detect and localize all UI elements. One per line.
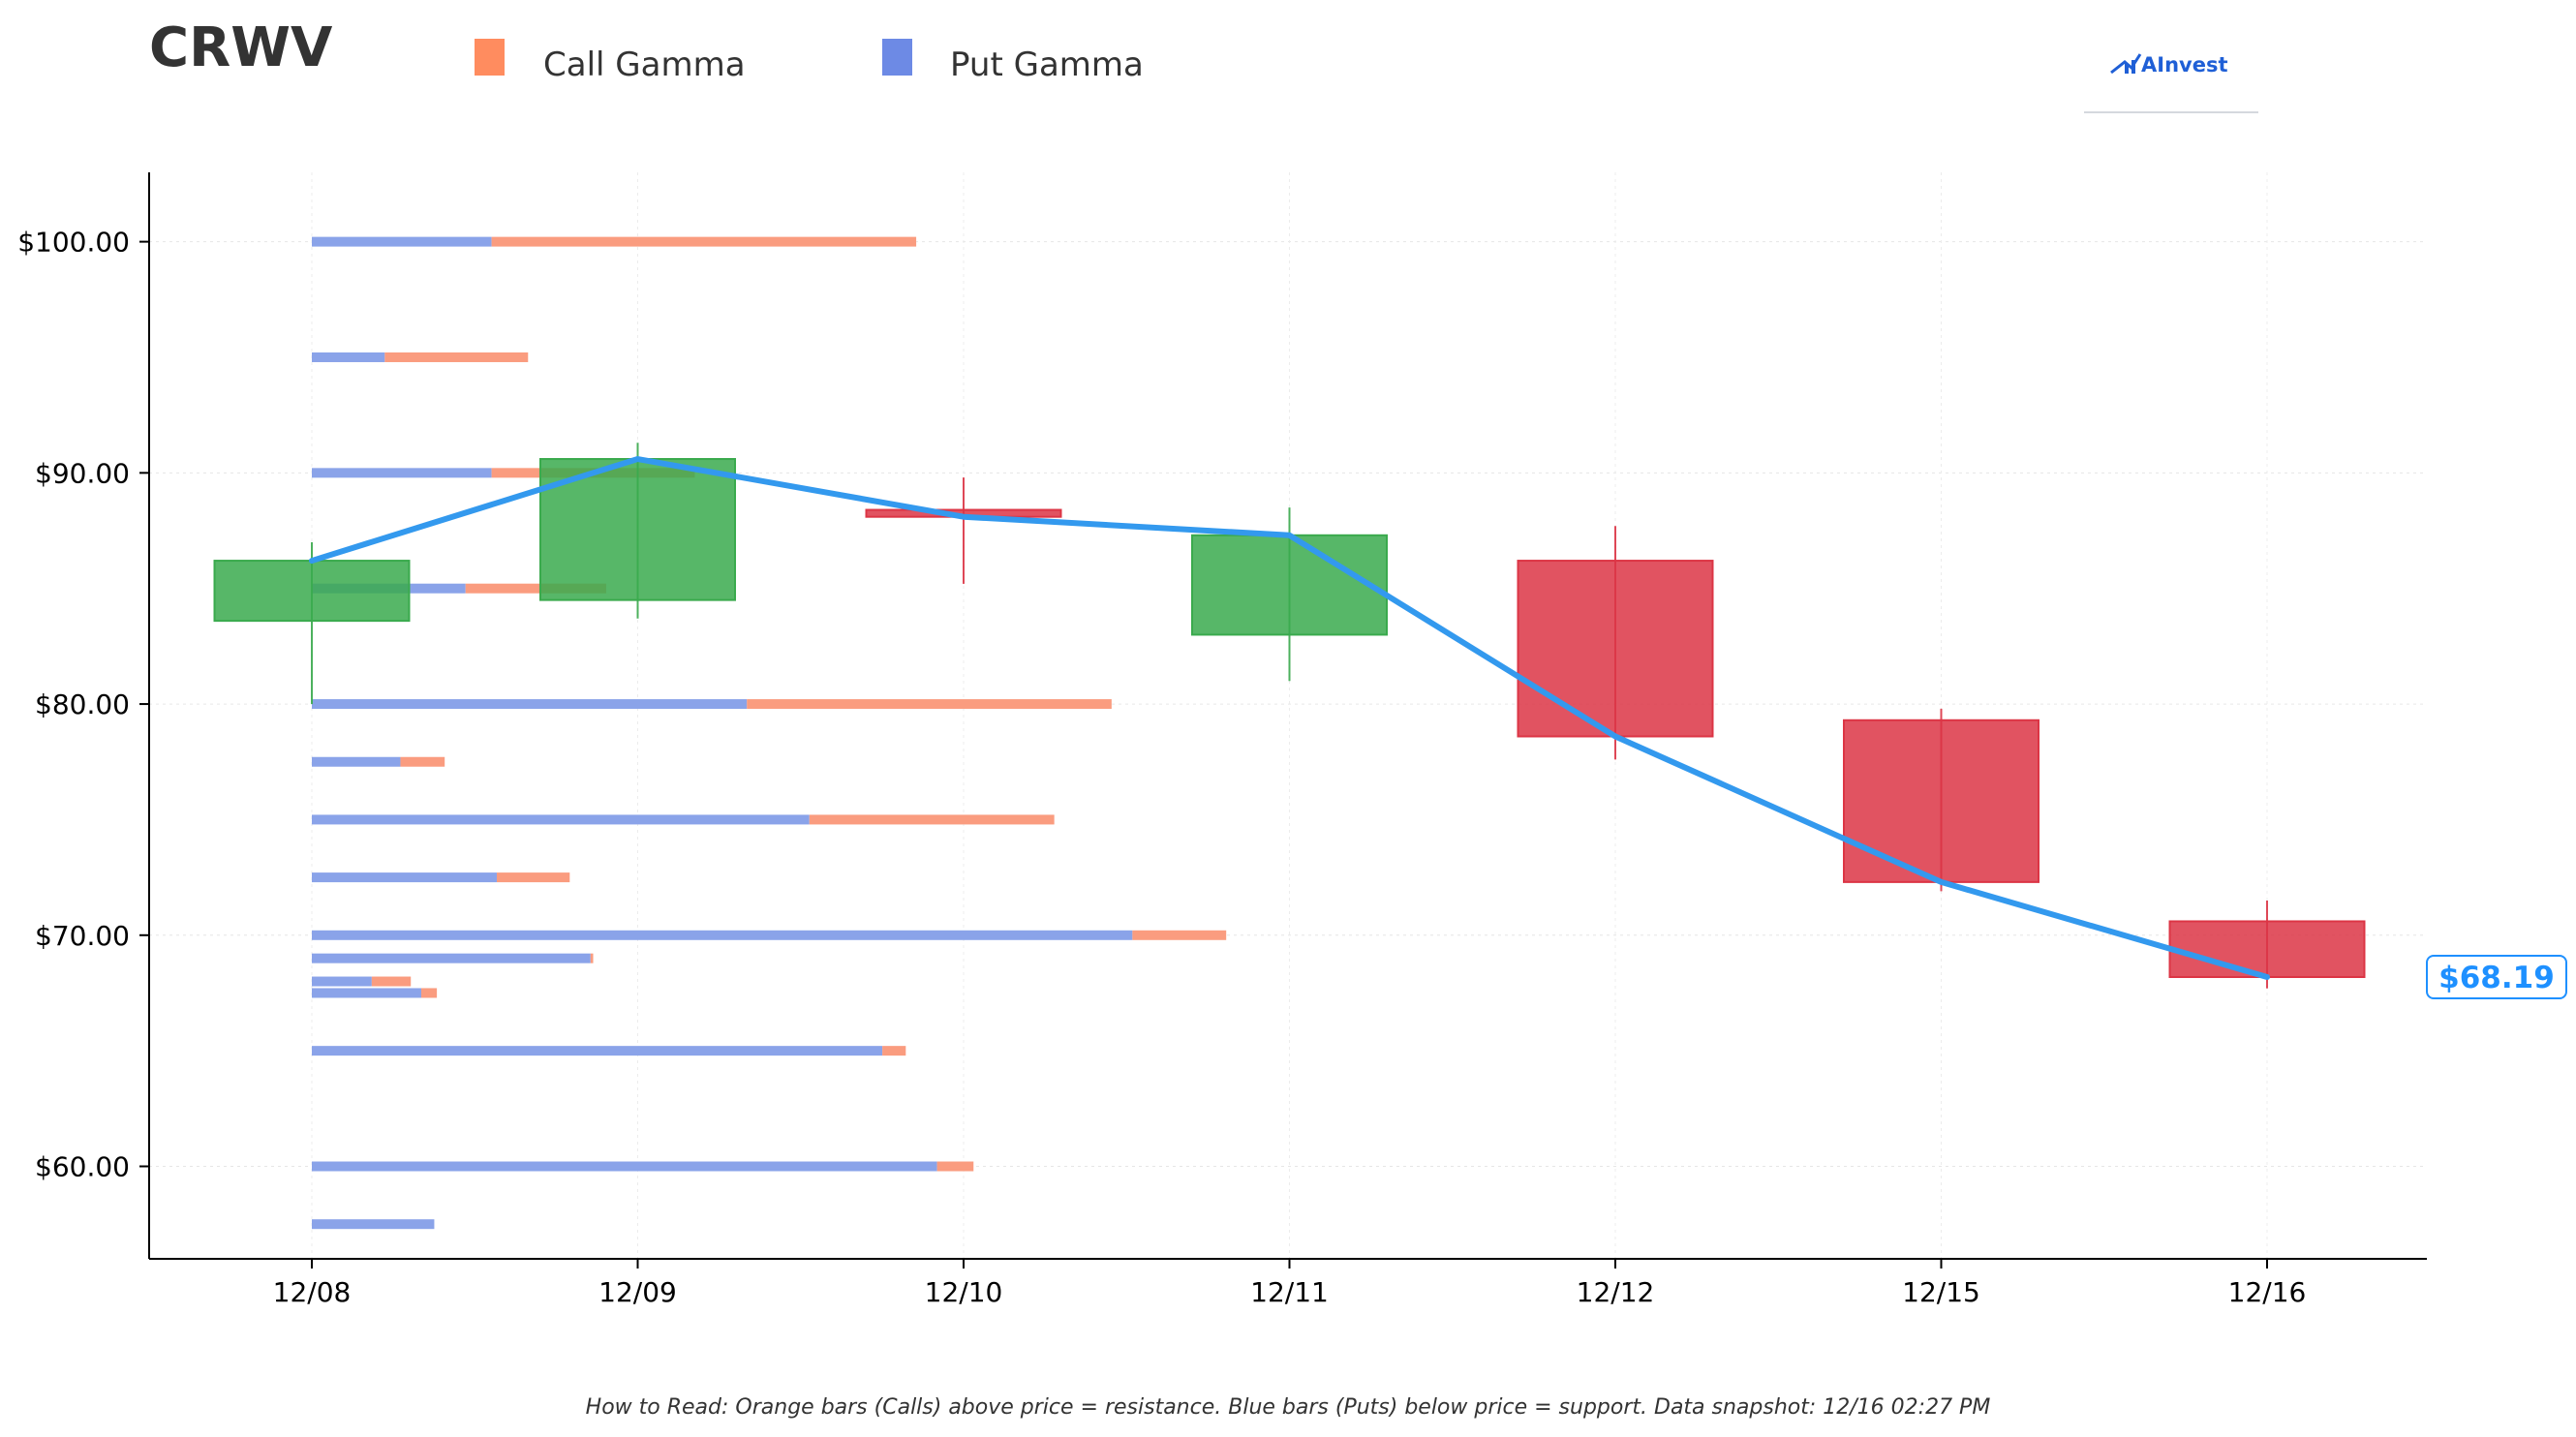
x-tick-label: 12/15	[1902, 1276, 1980, 1308]
put-gamma-swatch	[882, 39, 912, 76]
y-tick-label: $100.00	[17, 227, 130, 259]
call-gamma-bar	[1132, 930, 1227, 940]
current-price-label: $68.19	[2426, 954, 2567, 999]
x-tick-label: 12/16	[2228, 1276, 2307, 1308]
put-gamma-bar	[312, 1161, 937, 1172]
close-price-line	[309, 456, 2270, 980]
call-gamma-bar	[496, 872, 570, 883]
put-gamma-bar	[312, 953, 591, 963]
put-gamma-bar	[312, 988, 421, 998]
put-gamma-bar	[312, 756, 401, 767]
put-gamma-bar	[312, 236, 492, 247]
put-gamma-bar	[312, 930, 1133, 940]
call-gamma-bar	[809, 814, 1055, 825]
x-tick-label: 12/11	[1250, 1276, 1329, 1308]
candle-body	[213, 560, 411, 623]
call-gamma-bar	[882, 1046, 906, 1056]
current-price-box	[2426, 954, 2567, 999]
call-gamma-bar	[371, 976, 412, 987]
put-gamma-bar	[312, 352, 385, 362]
candle-body	[539, 458, 736, 601]
call-gamma-bar	[384, 352, 529, 362]
candles-layer	[213, 443, 2366, 989]
legend-label-put: Put Gamma	[950, 46, 1144, 84]
y-tick-label: $80.00	[35, 688, 130, 720]
call-gamma-swatch	[475, 39, 505, 76]
footnote: How to Read: Orange bars (Calls) above p…	[586, 1395, 1991, 1420]
call-gamma-bar	[400, 756, 445, 767]
candle-body	[2168, 920, 2366, 978]
brand-name: AInvest	[2141, 53, 2228, 76]
gamma-bars-layer	[312, 236, 1227, 1230]
put-gamma-bar	[312, 976, 372, 987]
close-line-layer	[309, 456, 2270, 980]
call-gamma-bar	[465, 583, 606, 594]
y-tick-label: $70.00	[35, 920, 130, 952]
ainvest-logo-icon	[2110, 53, 2142, 75]
put-gamma-bar	[312, 1046, 883, 1056]
call-gamma-bar	[590, 953, 594, 963]
call-gamma-bar	[936, 1161, 974, 1172]
y-tick-label: $90.00	[35, 457, 130, 489]
call-gamma-bar	[747, 699, 1112, 710]
put-gamma-bar	[312, 872, 497, 883]
x-tick-label: 12/09	[598, 1276, 677, 1308]
brand-logo: AInvest	[2084, 53, 2258, 113]
chart-title: CRWV	[149, 16, 333, 79]
ticks-layer: $60.00 $70.00 $80.00 $90.00 $100.00 12/08 12/0…	[17, 227, 2306, 1308]
put-gamma-bar	[312, 468, 492, 478]
candle-body	[1843, 718, 2039, 883]
legend-label-call: Call Gamma	[543, 46, 746, 84]
x-tick-label: 12/12	[1577, 1276, 1655, 1308]
call-gamma-bar	[491, 236, 917, 247]
put-gamma-bar	[312, 814, 810, 825]
call-gamma-bar	[420, 988, 438, 998]
axes-layer	[148, 172, 2427, 1260]
current-price-text: $68.19	[2438, 961, 2555, 995]
put-gamma-bar	[312, 699, 748, 710]
x-tick-label: 12/10	[925, 1276, 1003, 1308]
candle-body	[1517, 560, 1714, 738]
y-tick-label: $60.00	[35, 1151, 130, 1183]
legend: Call Gamma Put Gamma	[475, 39, 1144, 84]
put-gamma-bar	[312, 1219, 435, 1230]
grid-layer	[149, 172, 2427, 1259]
x-tick-label: 12/08	[273, 1276, 352, 1308]
candle-body	[1191, 534, 1388, 636]
